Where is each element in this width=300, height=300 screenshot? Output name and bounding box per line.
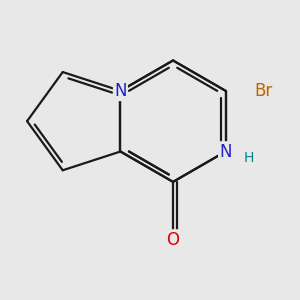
Text: N: N xyxy=(114,82,127,100)
Text: O: O xyxy=(167,230,179,248)
Text: N: N xyxy=(219,142,232,160)
Text: Br: Br xyxy=(255,82,273,100)
Text: H: H xyxy=(244,151,254,165)
